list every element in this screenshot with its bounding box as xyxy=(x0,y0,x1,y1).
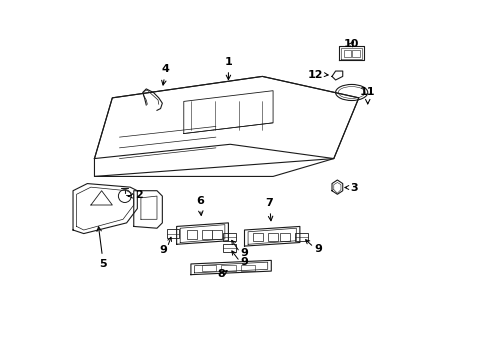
Text: 11: 11 xyxy=(359,87,375,104)
Text: 5: 5 xyxy=(97,227,107,269)
Bar xyxy=(187,230,197,239)
Text: 7: 7 xyxy=(265,198,273,221)
Bar xyxy=(212,230,222,239)
Text: 8: 8 xyxy=(217,269,224,279)
Bar xyxy=(223,244,235,252)
Text: 4: 4 xyxy=(162,64,169,85)
Ellipse shape xyxy=(338,87,365,98)
Bar xyxy=(352,50,359,57)
Bar xyxy=(223,233,235,242)
Bar xyxy=(295,233,307,242)
Bar xyxy=(343,50,350,57)
Text: 2: 2 xyxy=(135,190,143,201)
Text: 9: 9 xyxy=(313,244,322,253)
Text: 12: 12 xyxy=(307,69,323,80)
Ellipse shape xyxy=(335,85,367,100)
Text: 9: 9 xyxy=(159,245,166,255)
Text: 3: 3 xyxy=(349,183,357,193)
Text: 10: 10 xyxy=(343,39,359,49)
Bar xyxy=(280,233,290,241)
Bar xyxy=(253,233,263,241)
Text: 9: 9 xyxy=(240,248,247,258)
Bar xyxy=(166,229,179,238)
Bar xyxy=(241,265,255,271)
Bar xyxy=(221,265,235,271)
Bar xyxy=(201,265,216,271)
Text: 1: 1 xyxy=(224,57,232,80)
Text: 6: 6 xyxy=(196,197,203,215)
Text: 9: 9 xyxy=(240,257,247,267)
Bar xyxy=(267,233,277,241)
Bar xyxy=(201,230,211,239)
